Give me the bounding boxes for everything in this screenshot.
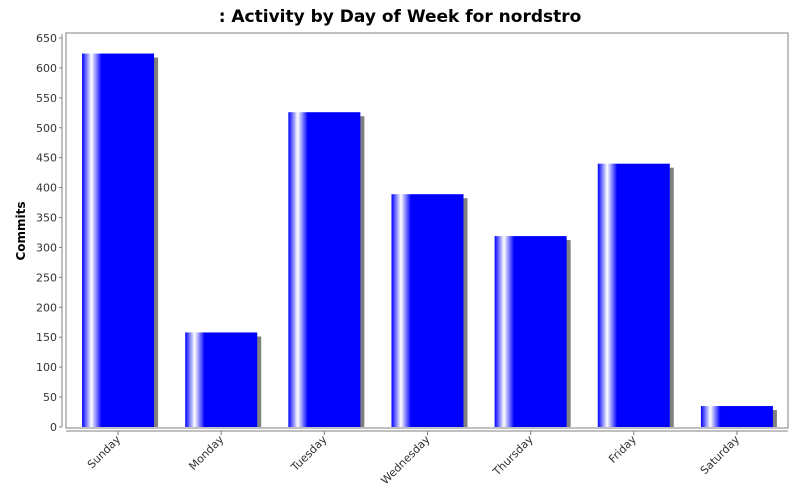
x-tick-label: Tuesday bbox=[288, 433, 330, 475]
bars-group bbox=[82, 53, 777, 428]
bar-saturday bbox=[700, 406, 773, 427]
y-tick-label: 0 bbox=[50, 421, 57, 434]
y-tick-label: 250 bbox=[36, 271, 57, 284]
y-tick-label: 450 bbox=[36, 152, 57, 165]
y-tick-label: 400 bbox=[36, 182, 57, 195]
bar-tuesday bbox=[288, 112, 361, 427]
x-axis: Sunday Monday Tuesday Wednesday Thursday Frid… bbox=[66, 430, 788, 488]
x-tick-label: Monday bbox=[186, 433, 226, 473]
bar-thursday bbox=[494, 236, 567, 427]
y-tick-label: 600 bbox=[36, 62, 57, 75]
y-tick-label: 100 bbox=[36, 361, 57, 374]
y-axis: 0 50 100 150 200 250 300 350 400 450 500 550 600 650 bbox=[36, 32, 63, 434]
y-tick-label: 550 bbox=[36, 92, 57, 105]
bar-friday bbox=[597, 163, 670, 427]
x-tick-label: Saturday bbox=[698, 433, 743, 478]
x-tick-label: Thursday bbox=[490, 433, 536, 479]
y-tick-label: 150 bbox=[36, 331, 57, 344]
bar-sunday bbox=[82, 53, 155, 428]
y-tick-label: 50 bbox=[43, 391, 57, 404]
y-tick-label: 500 bbox=[36, 122, 57, 135]
chart-title: : Activity by Day of Week for nordstro bbox=[219, 7, 582, 27]
x-tick-label: Wednesday bbox=[378, 433, 433, 488]
y-tick-label: 650 bbox=[36, 32, 57, 45]
x-tick-label: Sunday bbox=[85, 433, 124, 472]
x-tick-label: Friday bbox=[606, 433, 639, 466]
y-tick-label: 200 bbox=[36, 301, 57, 314]
bar-wednesday bbox=[391, 194, 464, 427]
y-tick-label: 300 bbox=[36, 241, 57, 254]
y-tick-label: 350 bbox=[36, 212, 57, 225]
y-axis-label: Commits bbox=[14, 201, 28, 260]
bar-monday bbox=[185, 332, 258, 427]
